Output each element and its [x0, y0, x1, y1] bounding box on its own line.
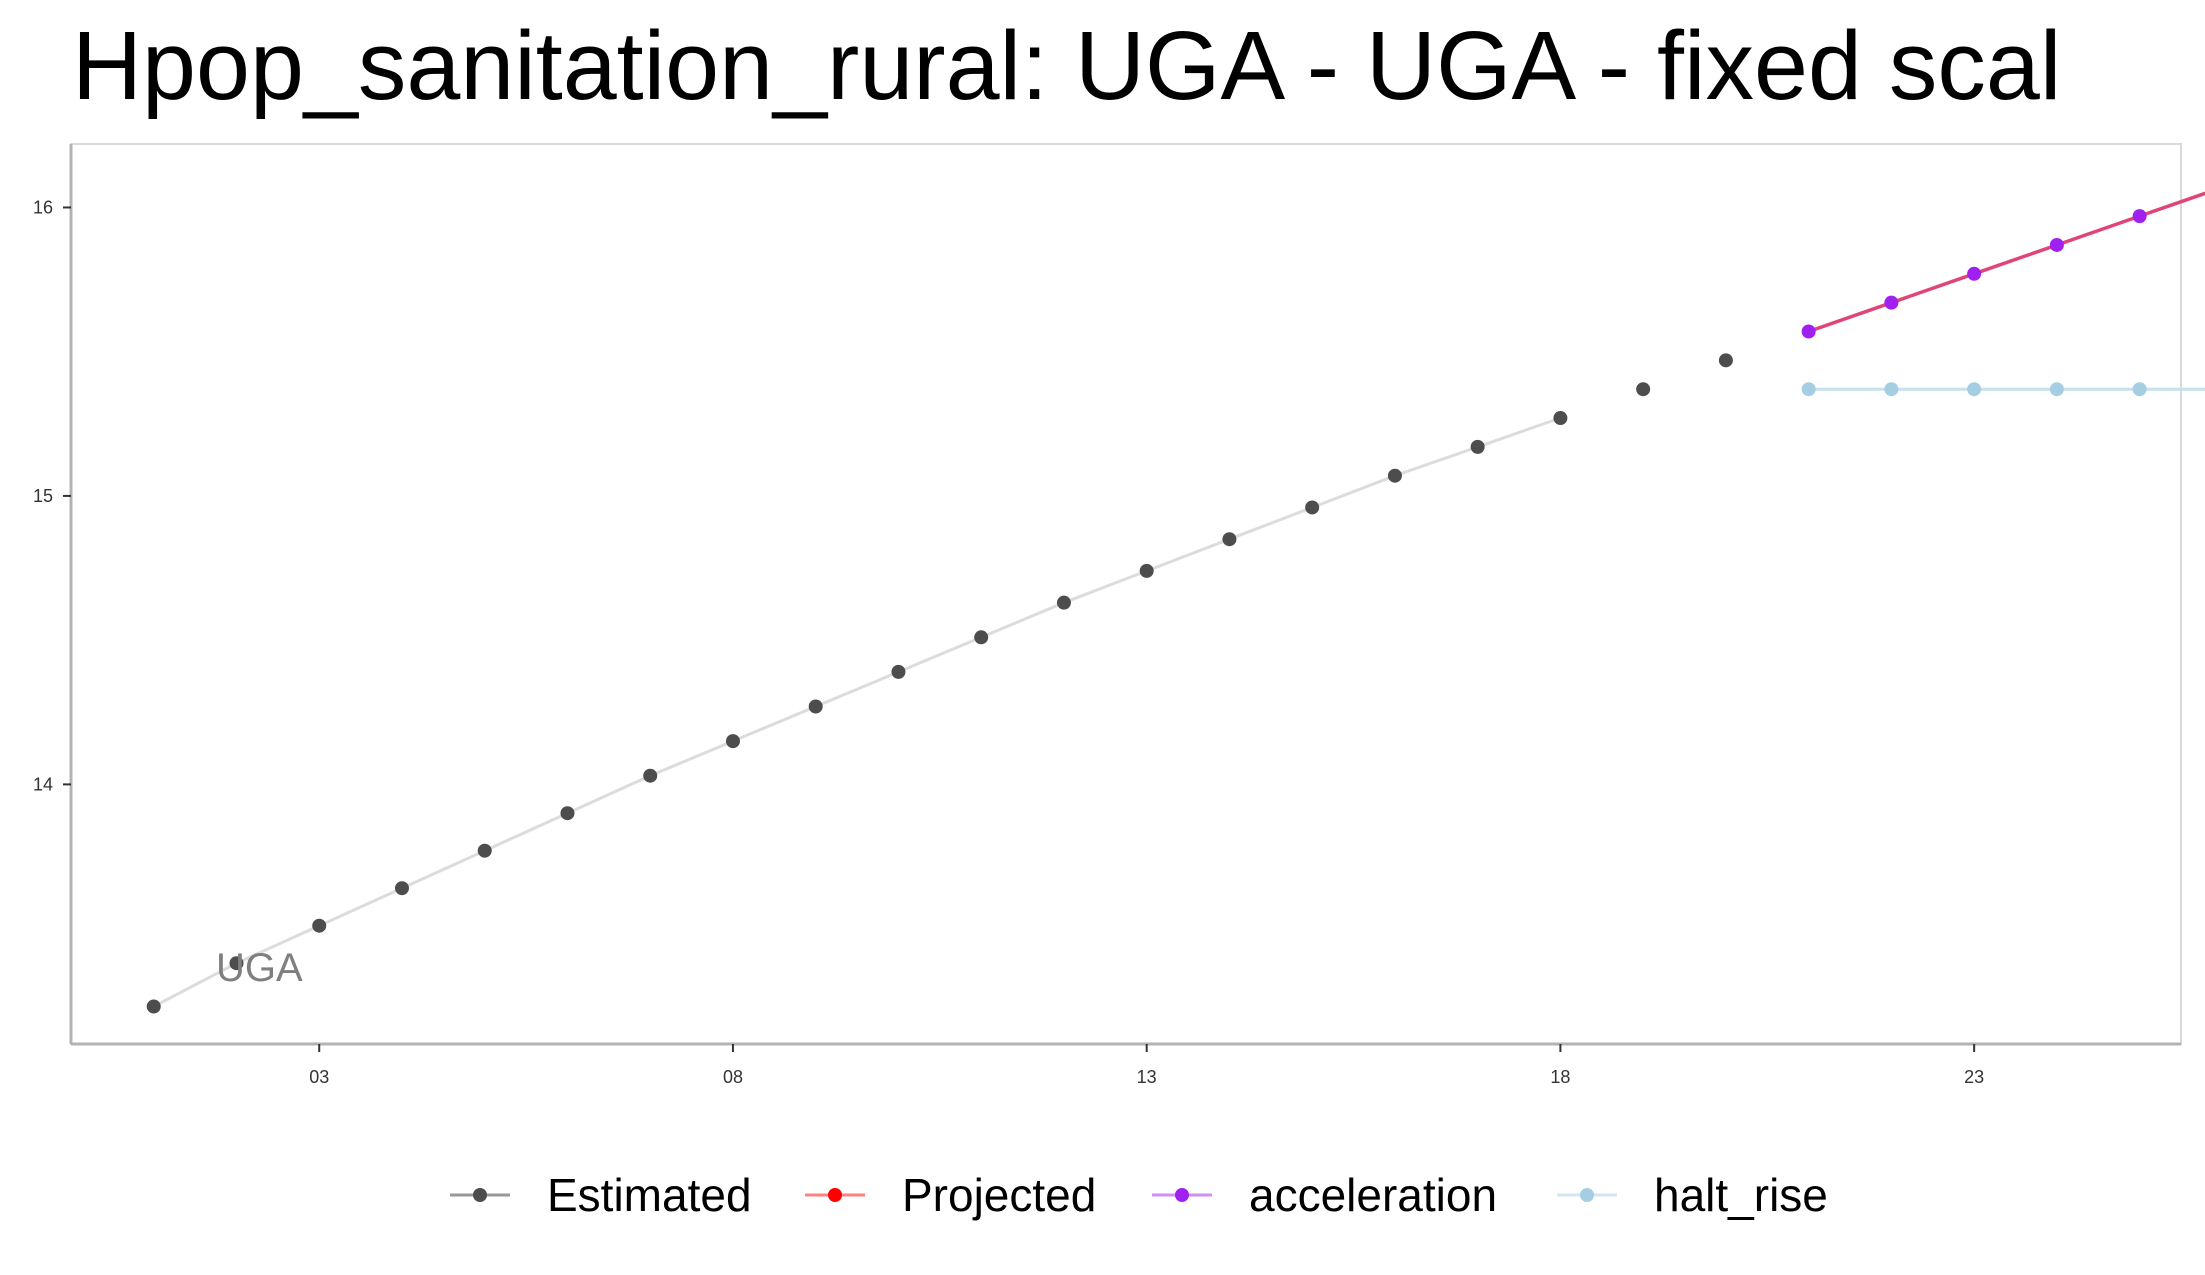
halt-rise-point — [2049, 382, 2064, 397]
legend-label: halt_rise — [1654, 1169, 1828, 1221]
y-axis: 14 15 16 — [33, 197, 71, 794]
x-tick-label: 23 — [1964, 1067, 1984, 1087]
plot-panel-border — [70, 143, 2182, 1045]
series-points — [146, 209, 2147, 1014]
estimated-point — [1139, 563, 1154, 578]
acceleration-point — [2132, 209, 2147, 224]
estimated-point — [1718, 353, 1733, 368]
halt-rise-point — [1884, 382, 1899, 397]
legend-label: Estimated — [547, 1169, 752, 1221]
estimated-point — [1387, 468, 1402, 483]
estimated-point — [725, 734, 740, 749]
legend-key-point — [1175, 1188, 1189, 1202]
estimated-point — [1222, 532, 1237, 547]
chart-title: Hpop_sanitation_rural: UGA - UGA - fixed… — [72, 11, 2062, 120]
estimated-point — [808, 699, 823, 714]
acceleration-line — [1808, 191, 2205, 334]
legend-item-acceleration: acceleration — [1152, 1169, 1497, 1221]
estimated-point — [1553, 411, 1568, 426]
legend-key-point — [828, 1188, 842, 1202]
estimated-line — [153, 416, 1561, 1008]
legend-item-halt-rise: halt_rise — [1557, 1169, 1828, 1221]
legend-label: acceleration — [1249, 1169, 1497, 1221]
x-tick-label: 08 — [723, 1067, 743, 1087]
acceleration-point — [2049, 237, 2064, 252]
estimated-point — [1305, 500, 1320, 515]
legend: Estimated Projected acceleration halt_rise — [450, 1169, 1828, 1221]
legend-item-projected: Projected — [805, 1169, 1096, 1221]
x-axis: 03 08 13 18 23 — [309, 1044, 1984, 1087]
estimated-point — [560, 806, 575, 821]
x-tick-label: 13 — [1137, 1067, 1157, 1087]
estimated-point — [312, 918, 327, 933]
legend-key-point — [1580, 1188, 1594, 1202]
estimated-point — [1470, 439, 1485, 454]
estimated-point — [477, 843, 492, 858]
legend-item-estimated: Estimated — [450, 1169, 752, 1221]
estimated-point — [643, 768, 658, 783]
acceleration-point — [1801, 324, 1816, 339]
y-tick-label: 14 — [33, 774, 53, 794]
series-label: UGA — [216, 946, 303, 990]
acceleration-point — [1884, 295, 1899, 310]
halt-rise-point — [2132, 382, 2147, 397]
estimated-point — [229, 956, 244, 971]
estimated-point — [1056, 595, 1071, 610]
estimated-point — [974, 630, 989, 645]
estimated-point — [1636, 382, 1651, 397]
halt-rise-point — [1967, 382, 1982, 397]
legend-key-point — [473, 1188, 487, 1202]
estimated-point — [394, 881, 409, 896]
series-lines — [153, 191, 2205, 1008]
halt-rise-point — [1801, 382, 1816, 397]
legend-label: Projected — [902, 1169, 1096, 1221]
estimated-point — [146, 999, 161, 1014]
y-tick-label: 16 — [33, 197, 53, 217]
acceleration-point — [1967, 266, 1982, 281]
y-tick-label: 15 — [33, 486, 53, 506]
estimated-point — [891, 664, 906, 679]
x-tick-label: 18 — [1550, 1067, 1570, 1087]
x-tick-label: 03 — [309, 1067, 329, 1087]
